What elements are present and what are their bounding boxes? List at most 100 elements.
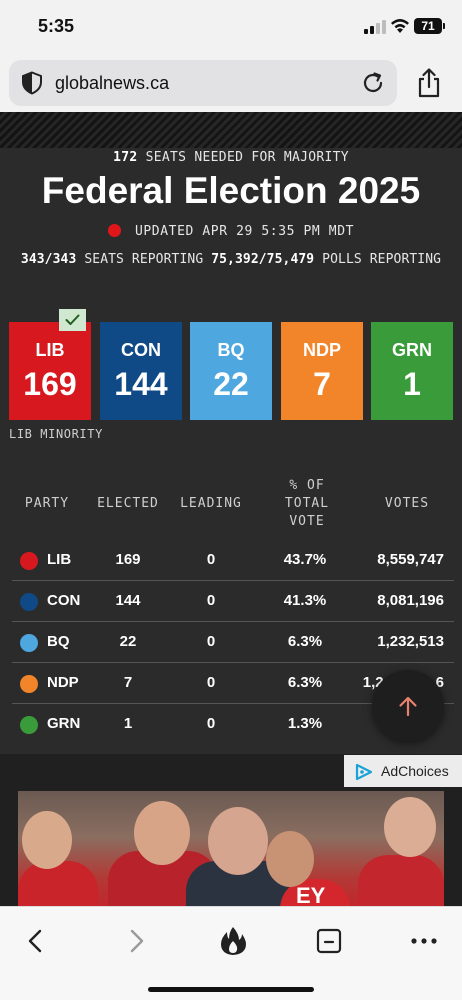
photo-face (134, 801, 190, 865)
photo-figure (18, 861, 98, 906)
updated-line: UPDATED APR 29 5:35 PM MDT (0, 224, 462, 239)
tile-seats: 22 (213, 366, 249, 402)
reporting-line: 343/343 SEATS REPORTING 75,392/75,479 PO… (0, 252, 462, 267)
tabs-icon[interactable] (313, 925, 345, 957)
header-leading: LEADING (180, 496, 242, 511)
header-party: PARTY (24, 496, 70, 511)
status-time: 5:35 (38, 16, 75, 36)
majority-text: SEATS NEEDED FOR MAJORITY (145, 150, 349, 165)
updated-text: UPDATED APR 29 5:35 PM MDT (134, 224, 355, 239)
row-elected: 7 (123, 674, 133, 691)
row-pct: 43.7% (283, 551, 327, 568)
cellular-signal-icon (364, 20, 386, 34)
photo-figure (358, 855, 444, 906)
polls-reporting-value: 75,392/75,479 (211, 252, 315, 267)
winner-check-icon (59, 309, 86, 331)
seats-reporting-label: SEATS REPORTING (84, 252, 204, 267)
ad-area: AdChoices EY (0, 754, 462, 906)
tile-lib[interactable]: LIB 169 (9, 322, 91, 420)
row-elected: 144 (115, 592, 141, 609)
row-elected: 169 (115, 551, 141, 568)
party-dot-icon (20, 593, 38, 611)
tile-seats: 144 (114, 366, 168, 402)
results-table-header: PARTY ELECTED LEADING % OF TOTAL VOTE VO… (0, 478, 462, 534)
header-votes: VOTES (384, 496, 430, 511)
row-pct: 1.3% (287, 715, 323, 732)
photo-face (208, 807, 268, 875)
tile-party: NDP (302, 340, 341, 360)
tile-seats: 1 (403, 366, 421, 402)
battery-tip (443, 23, 445, 29)
photo-face (266, 831, 314, 887)
row-leading: 0 (206, 674, 216, 691)
status-bar: 5:35 71 (0, 0, 462, 56)
tile-bq[interactable]: BQ 22 (190, 322, 272, 420)
row-party: BQ (47, 633, 70, 650)
adchoices-button[interactable]: AdChoices (344, 755, 462, 787)
forward-icon[interactable] (120, 925, 152, 957)
party-dot-icon (20, 675, 38, 693)
browser-toolbar (0, 906, 462, 1000)
arrow-up-icon (399, 696, 417, 717)
row-pct: 41.3% (283, 592, 327, 609)
scroll-to-top-button[interactable] (372, 670, 444, 742)
party-dot-icon (20, 634, 38, 652)
party-seat-tiles: LIB 169 CON 144 BQ 22 NDP 7 GRN 1 (9, 322, 453, 420)
photo-face (384, 797, 436, 857)
table-row[interactable]: NDP 7 0 6.3% 1,2 6 (12, 663, 454, 704)
party-dot-icon (20, 716, 38, 734)
header-pct-line3: VOTE (289, 514, 325, 529)
seats-reporting-value: 343/343 (20, 252, 77, 267)
row-elected: 1 (123, 715, 133, 732)
share-icon[interactable] (416, 68, 442, 98)
table-row[interactable]: BQ 22 0 6.3% 1,232,513 (12, 622, 454, 663)
battery-icon: 71 (414, 18, 442, 34)
photo-sign-text: EY (296, 883, 326, 906)
more-icon[interactable] (408, 925, 440, 957)
news-photo[interactable]: EY (18, 791, 444, 906)
row-elected: 22 (119, 633, 137, 650)
tile-seats: 7 (313, 366, 331, 402)
reload-icon[interactable] (361, 71, 385, 95)
flame-icon[interactable] (217, 925, 249, 957)
election-results-widget: 172 SEATS NEEDED FOR MAJORITY Federal El… (0, 148, 462, 754)
row-votes: 8,081,196 (377, 592, 444, 609)
row-pct: 6.3% (287, 674, 323, 691)
row-party: NDP (47, 674, 79, 691)
tile-party: BQ (217, 340, 245, 360)
row-leading: 0 (206, 633, 216, 650)
party-dot-icon (20, 552, 38, 570)
photo-face (22, 811, 72, 869)
address-bar[interactable]: globalnews.ca (9, 60, 397, 106)
polls-reporting-label: POLLS REPORTING (322, 252, 442, 267)
tile-seats: 169 (23, 366, 77, 402)
back-icon[interactable] (20, 925, 52, 957)
header-pct-line1: % OF (289, 478, 325, 493)
result-label: LIB MINORITY (9, 427, 103, 441)
tile-party: LIB (35, 340, 65, 360)
header-pct-line2: TOTAL (284, 496, 330, 511)
live-dot-icon (107, 224, 121, 237)
address-bar-row: globalnews.ca (0, 56, 462, 112)
tile-grn[interactable]: GRN 1 (371, 322, 453, 420)
home-indicator (148, 987, 314, 992)
row-votes-tail: 6 (435, 674, 444, 691)
hatched-banner (0, 112, 462, 148)
url-domain[interactable]: globalnews.ca (55, 73, 170, 93)
header-elected: ELECTED (97, 496, 159, 511)
row-leading: 0 (206, 592, 216, 609)
majority-line: 172 SEATS NEEDED FOR MAJORITY (0, 150, 462, 165)
row-pct: 6.3% (287, 633, 323, 650)
table-row[interactable]: LIB 169 0 43.7% 8,559,747 (12, 540, 454, 581)
table-row[interactable]: CON 144 0 41.3% 8,081,196 (12, 581, 454, 622)
shield-icon[interactable] (21, 71, 43, 95)
row-party: LIB (47, 551, 72, 568)
tile-party: CON (121, 340, 161, 360)
tile-ndp[interactable]: NDP 7 (281, 322, 363, 420)
wifi-icon (391, 19, 409, 33)
adchoices-label: AdChoices (381, 763, 449, 779)
row-votes: 8,559,747 (377, 551, 444, 568)
tile-con[interactable]: CON 144 (100, 322, 182, 420)
majority-count: 172 (113, 150, 138, 165)
